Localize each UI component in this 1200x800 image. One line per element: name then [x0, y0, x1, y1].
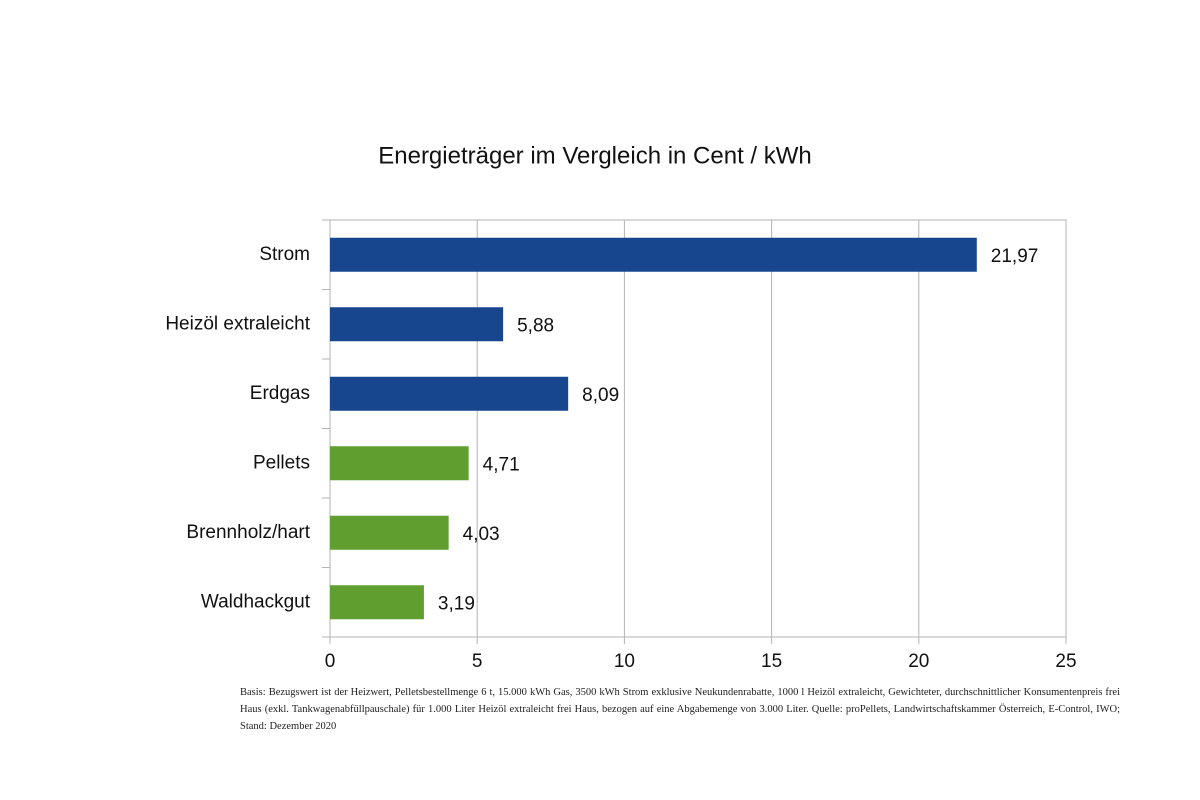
- chart-title: Energieträger im Vergleich in Cent / kWh: [378, 142, 812, 169]
- footnote: Basis: Bezugswert ist der Heizwert, Pell…: [240, 687, 1120, 732]
- value-label: 4,03: [463, 524, 500, 545]
- y-tick-label: Heizöl extraleicht: [165, 313, 310, 334]
- y-tick-label: Waldhackgut: [201, 591, 311, 612]
- value-label: 8,09: [582, 385, 619, 406]
- y-tick-label: Strom: [259, 244, 310, 265]
- bar: [330, 376, 569, 411]
- bar: [330, 237, 977, 272]
- value-label: 3,19: [438, 593, 475, 614]
- plot-frame: [329, 219, 1067, 638]
- bar: [330, 446, 469, 481]
- bar: [330, 307, 504, 342]
- x-tick-label: 10: [614, 651, 635, 672]
- y-tick-label: Pellets: [253, 452, 310, 473]
- x-tick-label: 5: [472, 651, 483, 672]
- value-label: 21,97: [991, 246, 1039, 267]
- x-tick-label: 20: [908, 651, 929, 672]
- x-tick-label: 25: [1055, 651, 1076, 672]
- x-tick-label: 0: [325, 651, 336, 672]
- y-tick-label: Brennholz/hart: [186, 522, 310, 543]
- value-label: 5,88: [517, 315, 554, 336]
- bar: [330, 515, 449, 550]
- value-label: 4,71: [483, 454, 520, 475]
- y-tick-label: Erdgas: [250, 383, 310, 404]
- x-tick-label: 15: [761, 651, 782, 672]
- bar: [330, 585, 424, 620]
